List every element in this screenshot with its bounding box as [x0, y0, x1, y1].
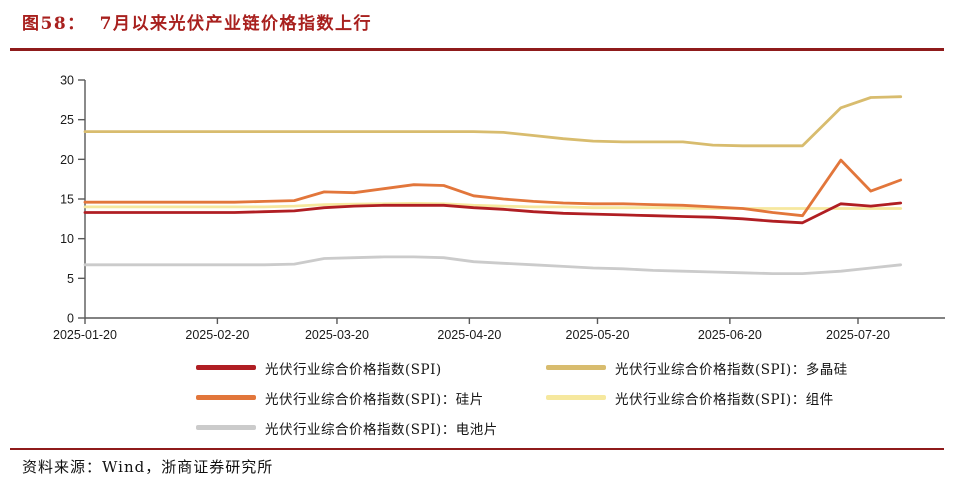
- series-line-cell: [83, 255, 903, 276]
- x-tick-label: 2025-06-20: [698, 328, 762, 342]
- legend-label-module: 光伏行业综合价格指数(SPI)：组件: [615, 391, 834, 408]
- figure-title-text: 7月以来光伏产业链价格指数上行: [99, 14, 372, 34]
- legend-swatch-polysilicon: [546, 365, 606, 370]
- y-tick-label: 15: [60, 193, 74, 207]
- legend-item-cell: 光伏行业综合价格指数(SPI)：电池片: [196, 417, 546, 438]
- figure-title: 图58： 7月以来光伏产业链价格指数上行: [22, 9, 372, 34]
- x-tick-label: 2025-04-20: [437, 328, 501, 342]
- legend-swatch-spi: [196, 365, 256, 370]
- y-tick-label: 30: [60, 74, 74, 88]
- legend-item-wafer: 光伏行业综合价格指数(SPI)：硅片: [196, 387, 546, 408]
- y-tick-label: 20: [60, 153, 74, 167]
- legend-item-module: 光伏行业综合价格指数(SPI)：组件: [546, 387, 848, 408]
- y-tick-label: 0: [67, 312, 74, 326]
- y-tick-label: 5: [67, 272, 74, 286]
- legend-swatch-wafer: [196, 395, 256, 400]
- y-tick-label: 10: [60, 232, 74, 246]
- x-tick-label: 2025-01-20: [53, 328, 117, 342]
- chart-legend: 光伏行业综合价格指数(SPI) 光伏行业综合价格指数(SPI)：多晶硅 光伏行业…: [196, 357, 848, 438]
- figure-number-label: 图58：: [22, 14, 86, 34]
- legend-item-polysilicon: 光伏行业综合价格指数(SPI)：多晶硅: [546, 357, 848, 378]
- legend-label-wafer: 光伏行业综合价格指数(SPI)：硅片: [265, 391, 484, 408]
- header-divider-rule: [10, 48, 944, 51]
- y-tick-label: 25: [60, 113, 74, 127]
- source-text: 资料来源：Wind，浙商证券研究所: [22, 458, 274, 476]
- x-tick-label: 2025-02-20: [185, 328, 249, 342]
- legend-label-polysilicon: 光伏行业综合价格指数(SPI)：多晶硅: [615, 361, 848, 378]
- footer-divider-rule: [10, 448, 944, 450]
- legend-swatch-module: [546, 395, 606, 400]
- legend-item-spi: 光伏行业综合价格指数(SPI): [196, 357, 546, 378]
- series-line-wafer: [83, 158, 903, 218]
- price-index-line-chart: 0 5 10 15 20 25 30 2025-01-20 2025-02-20 2025-03-…: [53, 74, 945, 342]
- x-tick-label: 2025-07-20: [826, 328, 890, 342]
- legend-label-cell: 光伏行业综合价格指数(SPI)：电池片: [265, 421, 498, 438]
- legend-label-spi: 光伏行业综合价格指数(SPI): [265, 361, 442, 378]
- legend-swatch-cell: [196, 425, 256, 430]
- series-line-module: [83, 201, 903, 210]
- series-line-polysilicon: [83, 95, 903, 148]
- x-tick-label: 2025-03-20: [305, 328, 369, 342]
- x-tick-label: 2025-05-20: [566, 328, 630, 342]
- series-line-spi: [83, 201, 903, 225]
